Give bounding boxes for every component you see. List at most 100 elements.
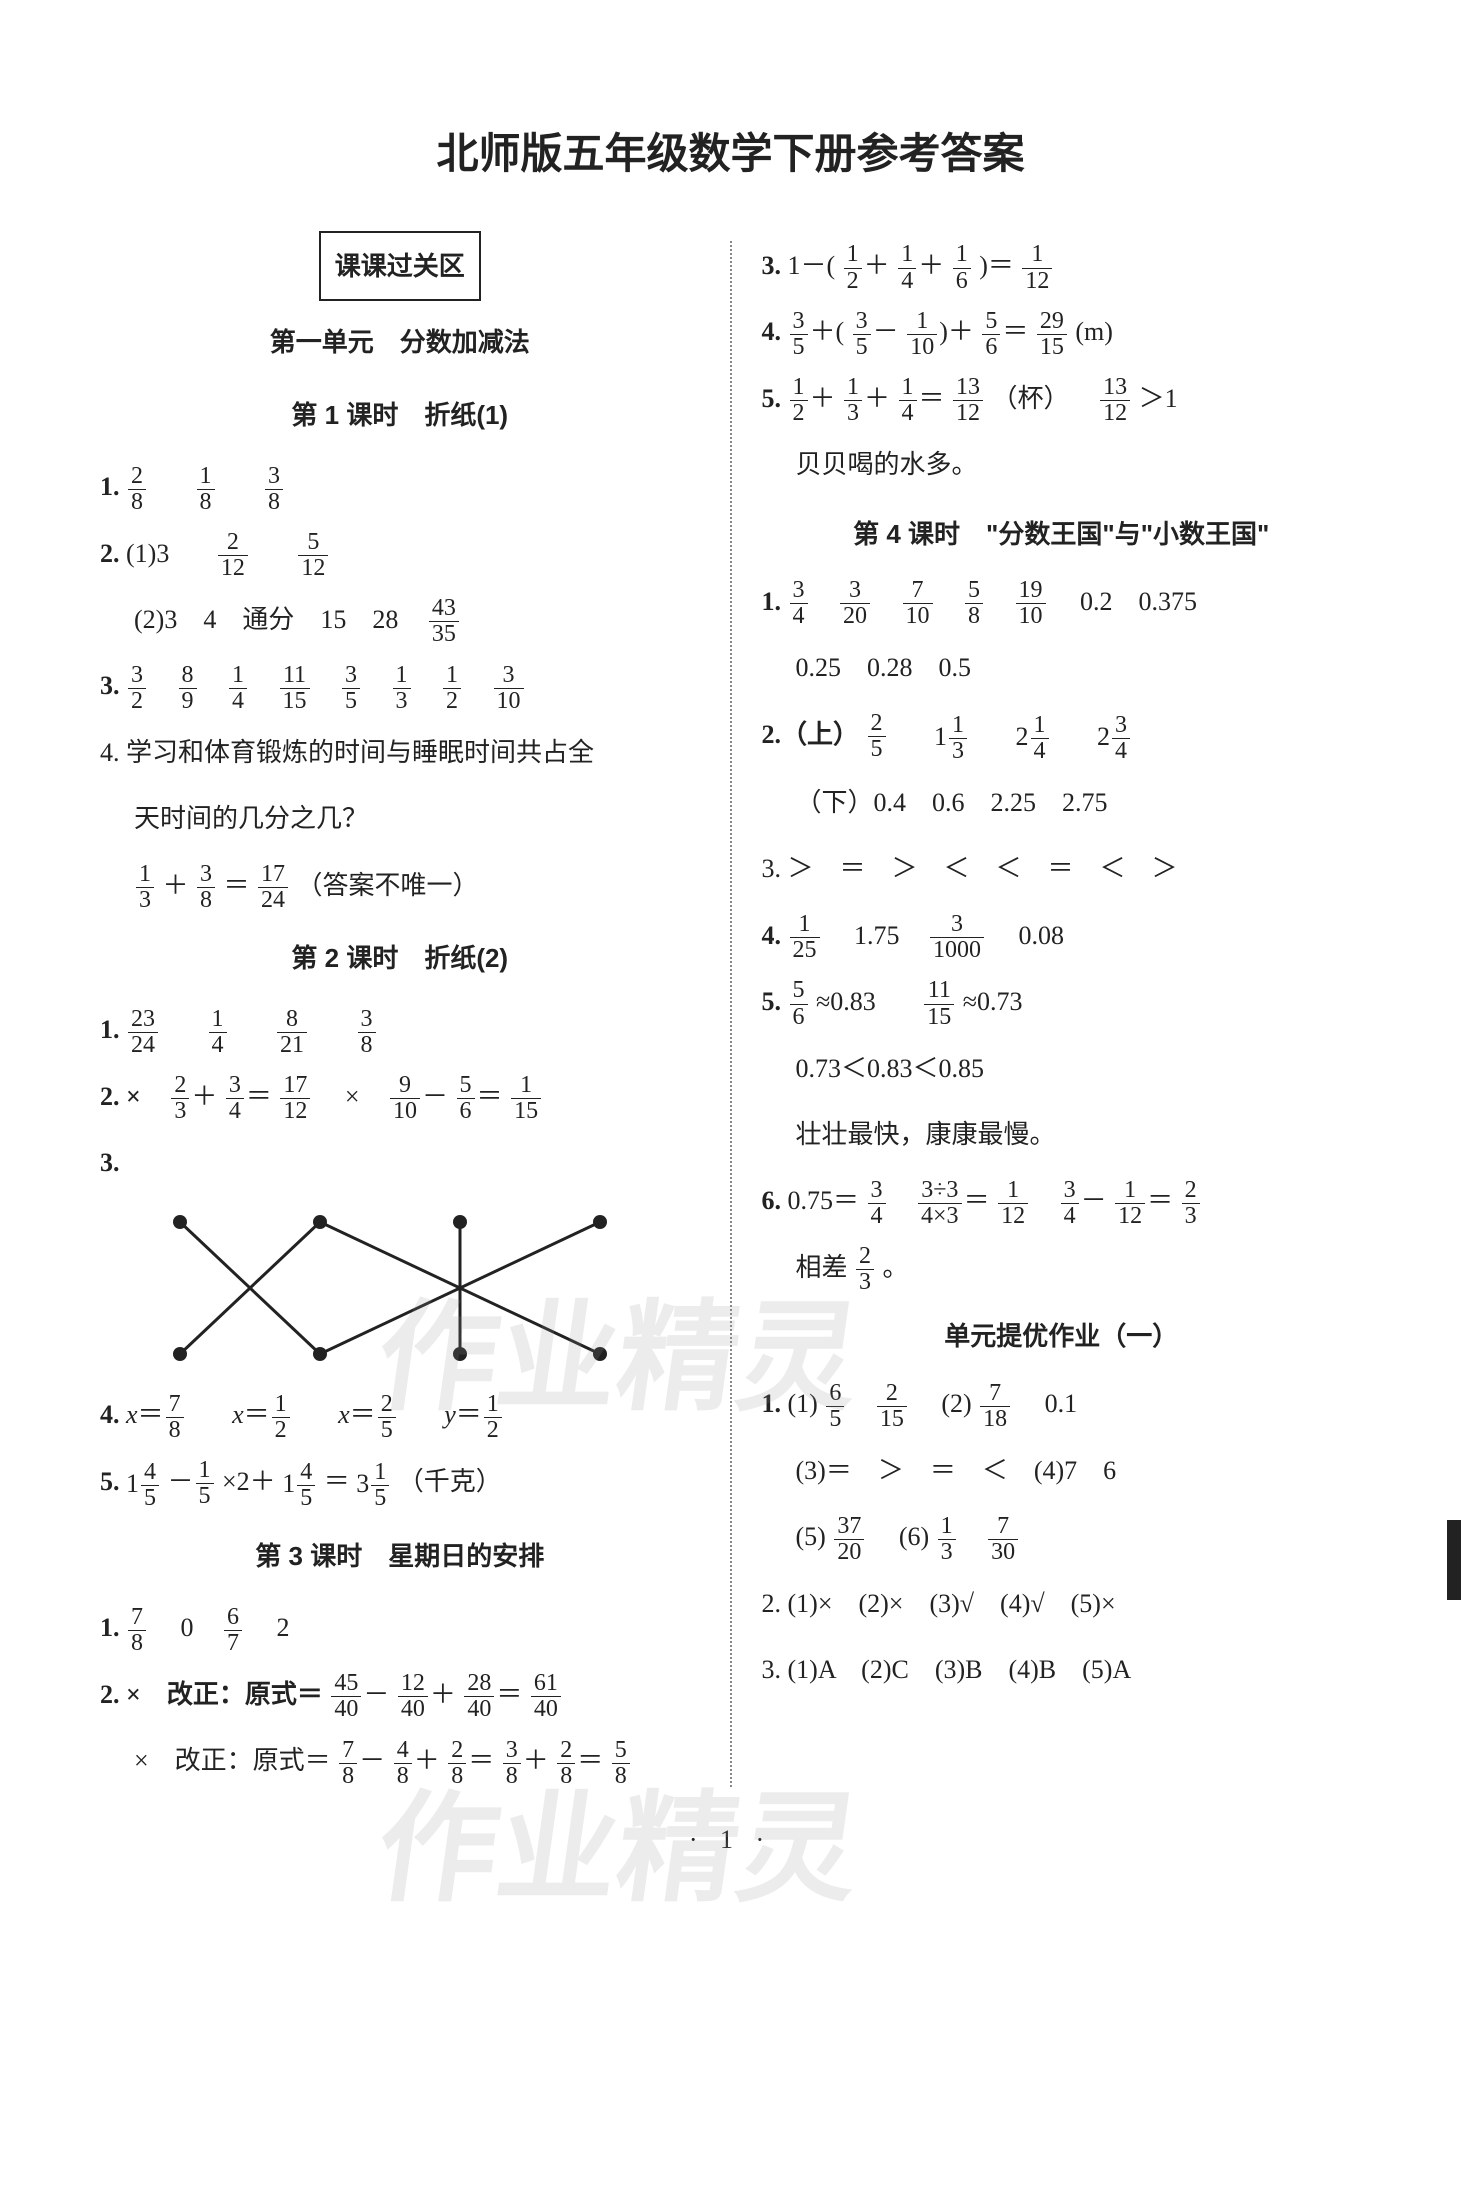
q1-4b: 天时间的几分之几？ [100, 788, 700, 850]
fraction: 23 [1182, 1178, 1200, 1229]
fraction: 12 [790, 375, 808, 426]
fraction: 13 [844, 375, 862, 426]
fraction: 48 [394, 1738, 412, 1789]
fraction: 13 [949, 713, 967, 764]
fraction: 115 [511, 1073, 541, 1124]
region-box-wrap: 课课过关区 [100, 231, 700, 301]
lesson1-heading: 第 1 课时 折纸(1) [100, 384, 700, 446]
left-column: 课课过关区 第一单元 分数加减法 第 1 课时 折纸(1) 1. 28 18 3… [100, 231, 700, 1797]
q-lead: 3. [100, 671, 120, 700]
fraction: 28 [448, 1738, 466, 1789]
fraction: 31000 [930, 912, 984, 963]
fraction: 78 [128, 1605, 146, 1656]
matching-diagram [130, 1204, 630, 1374]
fraction: 320 [840, 578, 870, 629]
fraction: 89 [179, 663, 197, 714]
fraction: 1724 [258, 862, 288, 913]
fraction: 56 [982, 309, 1000, 360]
fraction: 25 [868, 711, 886, 762]
fraction: 730 [988, 1514, 1018, 1565]
q2-3: 3. [100, 1132, 700, 1374]
fraction: 38 [358, 1007, 376, 1058]
side-tab [1447, 1520, 1461, 1600]
fraction: 34 [1061, 1178, 1079, 1229]
page-number: · 1 · [100, 1825, 1361, 1855]
q1-3: 3. 32 89 14 1115 35 13 12 310 [100, 655, 700, 717]
q-lead: 5. [100, 1467, 120, 1496]
fraction: 15 [371, 1460, 389, 1511]
q4-3: 3. ＞ ＝ ＞ ＜ ＜ ＝ ＜ ＞ [762, 838, 1362, 900]
fraction: 12 [272, 1392, 290, 1443]
unit-heading: 第一单元 分数加减法 [100, 311, 700, 373]
q2-2: 2. × 23＋ 34＝ 1712 × 910－ 56＝ 115 [100, 1066, 700, 1128]
lesson3-heading: 第 3 课时 星期日的安排 [100, 1525, 700, 1587]
q4-2: 2.（上） 25 113 214 234 [762, 704, 1362, 768]
q4-5c: 壮壮最快，康康最慢。 [762, 1104, 1362, 1166]
fraction: 13 [136, 862, 154, 913]
q2-4: 4. x＝78 x＝12 x＝25 y＝12 [100, 1384, 700, 1446]
fraction: 212 [218, 530, 248, 581]
fraction: 35 [853, 309, 871, 360]
fraction: 112 [1115, 1178, 1145, 1229]
fraction: 3720 [834, 1514, 864, 1565]
fraction: 3÷34×3 [918, 1178, 962, 1229]
q-lead: 1. [100, 472, 120, 501]
fraction: 28 [128, 464, 146, 515]
u3: 3. (1)A (2)C (3)B (4)B (5)A [762, 1639, 1362, 1701]
page-title: 北师版五年级数学下册参考答案 [100, 120, 1361, 181]
q4-1b: 0.25 0.28 0.5 [762, 637, 1362, 699]
q2-1: 1. 2324 14 821 38 [100, 999, 700, 1061]
fraction: 14 [899, 375, 917, 426]
fraction: 6140 [531, 1671, 561, 1722]
fraction: 32 [128, 663, 146, 714]
fraction: 2840 [464, 1671, 494, 1722]
fraction: 2915 [1037, 309, 1067, 360]
q-lead: 1. [100, 1613, 120, 1642]
fraction: 45 [297, 1460, 315, 1511]
fraction: 14 [209, 1007, 227, 1058]
fraction: 1910 [1016, 578, 1046, 629]
region-box: 课课过关区 [319, 231, 481, 301]
text: × [319, 1082, 360, 1111]
q3-2b: × 改正：原式＝ 78－ 48＋ 28＝ 38＋ 28＝ 58 [100, 1730, 700, 1792]
u1-c: (5) 3720 (6) 13 730 [762, 1506, 1362, 1568]
fraction: 58 [612, 1738, 630, 1789]
q3-1: 1. 78 0 67 2 [100, 1597, 700, 1659]
fraction: 215 [877, 1381, 907, 1432]
fraction: 821 [277, 1007, 307, 1058]
fraction: 112 [1022, 242, 1052, 293]
r5-line2: 贝贝喝的水多。 [762, 434, 1362, 496]
q4-6b: 相差 23 。 [762, 1237, 1362, 1299]
fraction: 56 [790, 978, 808, 1029]
r4: 4. 35＋( 35－ 110)＋ 56＝ 2915 (m) [762, 301, 1362, 363]
fraction: 23 [171, 1073, 189, 1124]
q4-4: 4. 125 1.75 31000 0.08 [762, 905, 1362, 967]
fraction: 15 [196, 1458, 214, 1509]
fraction: 18 [197, 464, 215, 515]
q2-5: 5. 145 －15 ×2＋ 145 ＝ 315 （千克） [100, 1451, 700, 1515]
fraction: 2324 [128, 1007, 158, 1058]
fraction: 4540 [331, 1671, 361, 1722]
fraction: 4335 [429, 596, 459, 647]
fraction: 38 [503, 1738, 521, 1789]
fraction: 58 [965, 578, 983, 629]
fraction: 13 [393, 663, 411, 714]
u1-a: 1. (1) 65 215 (2) 718 0.1 [762, 1373, 1362, 1435]
q1-4eq: 13 ＋ 38 ＝ 1724 （答案不唯一） [100, 855, 700, 917]
right-column: 3. 1－( 12＋ 14＋ 16 )＝ 112 4. 35＋( 35－ 110… [762, 231, 1362, 1797]
fraction: 45 [141, 1460, 159, 1511]
q-lead: 4. [100, 1400, 120, 1429]
text: × 改正：原式＝ [134, 1746, 331, 1775]
fraction: 28 [557, 1738, 575, 1789]
text: (2)3 4 通分 15 28 [134, 605, 398, 634]
q4-1: 1. 34 320 710 58 1910 0.2 0.375 [762, 571, 1362, 633]
fraction: 14 [1031, 713, 1049, 764]
fraction: 910 [390, 1073, 420, 1124]
q1-1: 1. 28 18 38 [100, 456, 700, 518]
text: (1)3 [126, 539, 169, 568]
fraction: 12 [844, 242, 862, 293]
fraction: 16 [953, 242, 971, 293]
column-divider [730, 241, 732, 1787]
fraction: 35 [790, 309, 808, 360]
fraction: 110 [907, 309, 937, 360]
